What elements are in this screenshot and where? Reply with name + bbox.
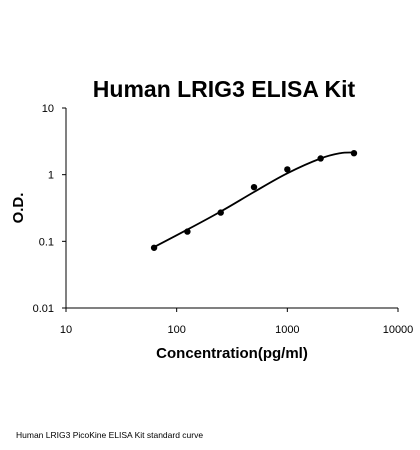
x-tick-label: 100 <box>167 324 185 336</box>
x-tick-label: 10 <box>60 324 72 336</box>
y-tick-label: 0.1 <box>39 236 54 248</box>
data-point <box>184 228 191 235</box>
y-ticks: 0.01 0.1 1 10 <box>33 103 66 315</box>
x-tick-label: 10000 <box>383 324 414 336</box>
data-point <box>250 183 258 191</box>
fit-curve-line <box>153 151 355 248</box>
y-axis-label: O.D. <box>10 193 27 224</box>
y-tick-label: 0.01 <box>33 303 54 315</box>
x-axis-label: Concentration(pg/ml) <box>156 345 308 362</box>
fit-curve <box>153 151 355 248</box>
data-point <box>217 209 224 216</box>
y-tick-label: 10 <box>42 103 54 115</box>
data-point <box>284 166 291 173</box>
figure-caption: Human LRIG3 PicoKine ELISA Kit standard … <box>16 430 204 440</box>
data-point <box>350 149 358 157</box>
y-tick-label: 1 <box>48 170 54 182</box>
data-points <box>150 149 358 251</box>
chart-title: Human LRIG3 ELISA Kit <box>93 76 356 102</box>
data-point <box>150 244 158 251</box>
x-tick-label: 1000 <box>275 324 299 336</box>
data-point <box>317 155 324 162</box>
plot-area <box>65 108 398 309</box>
x-ticks: 10 100 1000 10000 <box>60 308 413 336</box>
